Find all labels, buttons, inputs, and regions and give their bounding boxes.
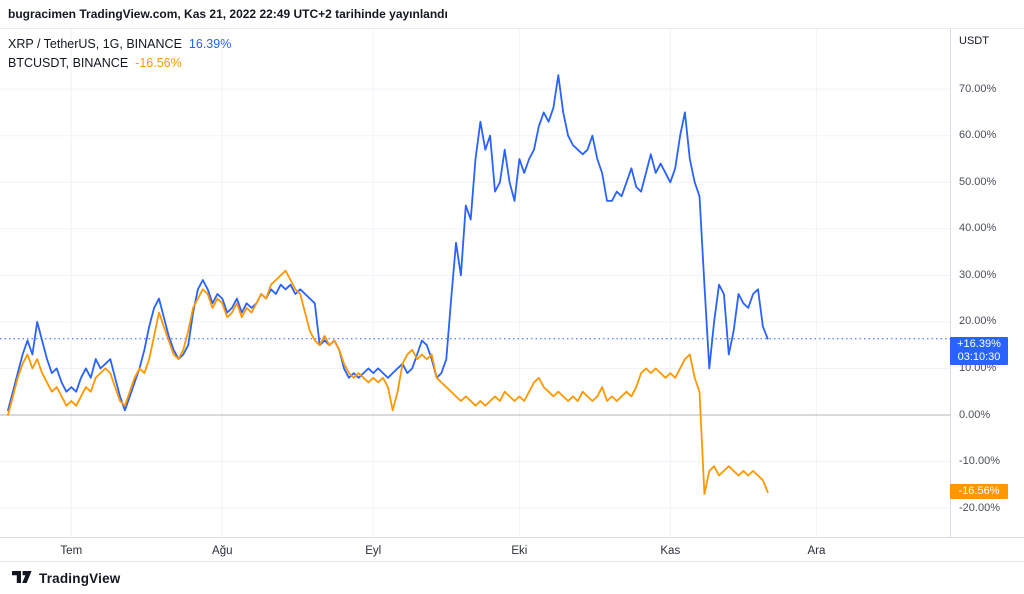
last-price-value-xrp: +16.39% — [957, 337, 1001, 350]
last-price-value-btc: -16.56% — [958, 484, 1000, 497]
time-axis-label: Eki — [511, 545, 528, 557]
legend-item-xrp[interactable]: XRP / TetherUS, 1G, BINANCE 16.39% — [8, 35, 231, 54]
price-scale[interactable]: USDT 70.00% 60.00% 50.00% 40.00% 30.00% 20.00… — [950, 29, 1024, 537]
price-tick-label: 60.00% — [959, 129, 997, 142]
time-axis-label: Tem — [60, 545, 83, 557]
time-axis-label: Ağu — [212, 545, 233, 557]
price-tick-label: 20.00% — [959, 315, 997, 328]
bar-countdown: 03:10:30 — [957, 350, 1001, 363]
legend-change-xrp: 16.39% — [188, 37, 232, 51]
legend-label-btc: BTCUSDT, BINANCE — [8, 56, 129, 70]
price-tick-label: -20.00% — [959, 501, 1000, 514]
time-axis-label: Ara — [807, 545, 826, 557]
chart-legend: XRP / TetherUS, 1G, BINANCE 16.39% BTCUSD… — [8, 35, 231, 73]
last-price-label-xrp: +16.39% 03:10:30 — [950, 336, 1008, 365]
legend-change-btc: -16.56% — [135, 56, 182, 70]
series-line-btc — [7, 269, 769, 496]
time-axis-label: Eyl — [365, 545, 382, 557]
series-line-xrp — [7, 74, 769, 412]
price-tick-label: 30.00% — [959, 268, 997, 281]
price-tick-label: 10.00% — [959, 361, 997, 374]
time-scale[interactable]: Tem Ağu Eyl Eki Kas Ara — [0, 537, 1024, 563]
legend-item-btc[interactable]: BTCUSDT, BINANCE -16.56% — [8, 54, 231, 73]
price-scale-unit: USDT — [959, 35, 989, 47]
tradingview-logo-icon[interactable] — [12, 571, 32, 585]
publish-header: bugracimen TradingView.com, Kas 21, 2022… — [0, 0, 1024, 28]
last-price-label-btc: -16.56% — [950, 483, 1008, 499]
price-tick-label: -10.00% — [959, 455, 1000, 468]
footer: TradingView — [0, 562, 1024, 594]
chart-canvas[interactable] — [0, 29, 950, 537]
legend-label-xrp: XRP / TetherUS, 1G, BINANCE — [8, 37, 182, 51]
price-tick-label: 40.00% — [959, 222, 997, 235]
price-tick-label: 0.00% — [959, 408, 991, 421]
chart-area: XRP / TetherUS, 1G, BINANCE 16.39% BTCUSD… — [0, 28, 1024, 562]
time-axis-label: Kas — [660, 545, 681, 557]
price-tick-label: 70.00% — [959, 82, 997, 95]
publish-text: bugracimen TradingView.com, Kas 21, 2022… — [8, 7, 448, 21]
tradingview-brand-text[interactable]: TradingView — [39, 570, 121, 586]
price-tick-label: 50.00% — [959, 175, 997, 188]
